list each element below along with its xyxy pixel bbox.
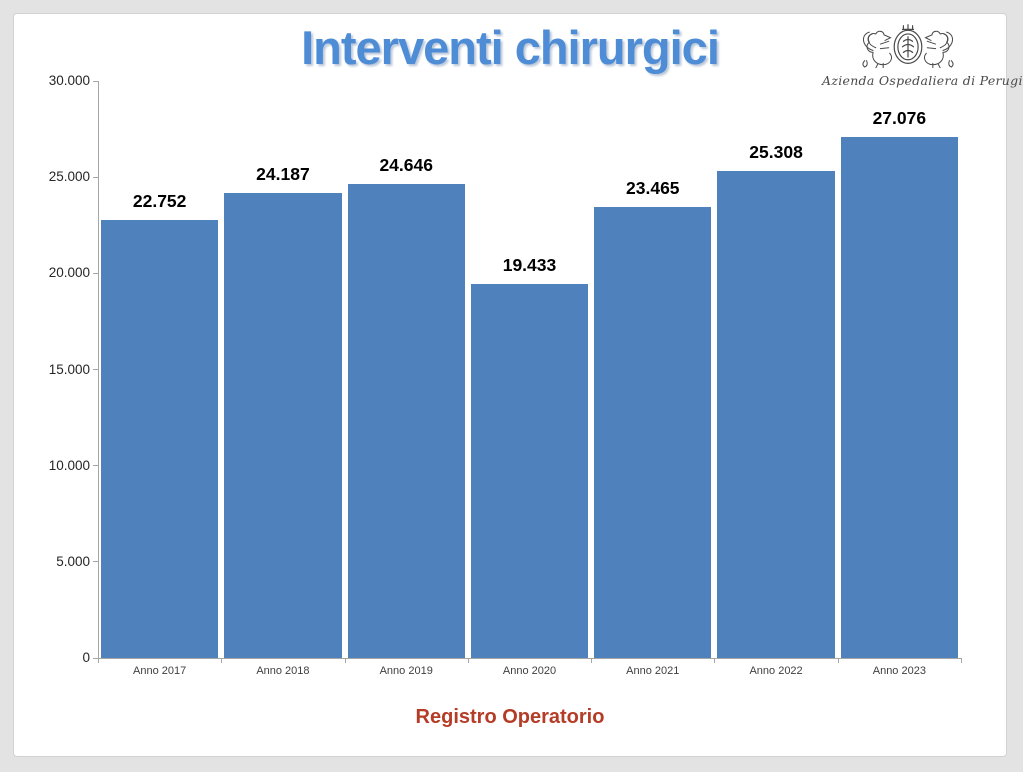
chart-title: Interventi chirurgici	[301, 21, 720, 74]
bar-value-label: 19.433	[502, 255, 557, 276]
x-tick-mark	[591, 658, 593, 663]
x-tick-mark	[344, 658, 346, 663]
plot-area: 0 5.000 10.000 15.000 20.000 25.000 30.000 22.…	[49, 73, 962, 677]
bar-column: 27.076 Anno 2023	[838, 81, 961, 677]
hospital-crest-icon	[862, 24, 954, 69]
bar-value-label: 24.646	[379, 154, 433, 175]
x-axis-label: Anno 2021	[626, 665, 680, 677]
x-axis-label: Anno 2020	[502, 665, 557, 677]
bar	[840, 137, 958, 658]
bar-value-label: 23.465	[626, 177, 680, 198]
x-tick-mark	[221, 658, 223, 663]
y-tick-label: 10.000	[48, 457, 90, 473]
bar-value-label: 24.187	[256, 163, 310, 184]
hospital-logo: Azienda Ospedaliera di Perugia	[822, 22, 1023, 88]
y-tick-label: 5.000	[56, 553, 90, 569]
x-axis-line	[93, 658, 961, 659]
bar-value-label: 27.076	[872, 108, 927, 129]
y-tick-label: 20.000	[48, 265, 90, 281]
y-tick-mark	[93, 369, 98, 370]
x-axis-label: Anno 2018	[256, 665, 310, 677]
bar	[224, 192, 342, 658]
x-tick-mark	[714, 658, 716, 663]
bar	[470, 284, 589, 658]
x-axis-label: Anno 2023	[872, 665, 926, 677]
y-tick-mark	[93, 176, 98, 178]
y-tick-label: 30.000	[48, 73, 90, 88]
y-tick-label: 0	[82, 650, 90, 665]
bar	[717, 171, 835, 658]
y-tick-label: 25.000	[48, 169, 90, 185]
hospital-name: Azienda Ospedaliera di Perugia	[822, 73, 1023, 88]
x-axis-label: Anno 2022	[749, 665, 803, 677]
bar-column: 25.308 Anno 2022	[714, 81, 837, 677]
y-tick-mark	[93, 80, 98, 82]
bar-column: 22.752 Anno 2017	[98, 81, 221, 677]
caption: Registro Operatorio	[415, 706, 605, 728]
x-tick-mark	[961, 658, 962, 663]
bar-value-label: 22.752	[132, 191, 187, 212]
bar-column: 24.187 Anno 2018	[221, 81, 344, 677]
y-tick-label: 15.000	[48, 361, 90, 377]
y-axis-line	[98, 81, 99, 658]
y-tick-mark	[93, 465, 98, 467]
bar-column: 23.465 Anno 2021	[591, 81, 714, 677]
x-tick-mark	[98, 658, 99, 663]
x-axis-label: Anno 2017	[133, 665, 187, 677]
bar	[347, 183, 465, 658]
bar-column: 19.433 Anno 2020	[468, 81, 591, 677]
y-tick-mark	[93, 657, 98, 659]
y-tick-mark	[93, 272, 98, 274]
x-tick-mark	[837, 658, 839, 663]
bar	[101, 220, 219, 658]
bar-column: 24.646 Anno 2019	[345, 81, 468, 677]
x-tick-mark	[467, 658, 469, 663]
bar	[594, 206, 712, 658]
y-tick-mark	[93, 561, 98, 563]
bar-value-label: 25.308	[749, 142, 803, 163]
x-axis-label: Anno 2019	[379, 665, 433, 677]
presentation-slide: Interventi chirurgici Azienda	[13, 13, 1023, 757]
